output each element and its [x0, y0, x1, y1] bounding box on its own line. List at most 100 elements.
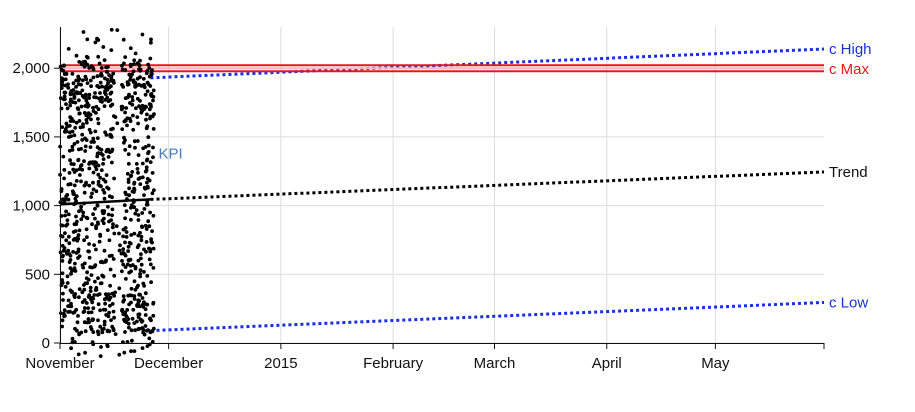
- kpi-point: [102, 196, 107, 201]
- kpi-point: [136, 258, 141, 263]
- series-labels: KPI Trend c High c Low c Max: [159, 41, 872, 311]
- kpi-point: [96, 163, 101, 168]
- kpi-point: [88, 78, 93, 83]
- kpi-point: [138, 58, 142, 63]
- kpi-point: [145, 157, 150, 162]
- kpi-point: [145, 302, 150, 307]
- kpi-point: [146, 151, 150, 156]
- kpi-point: [112, 315, 116, 320]
- kpi-point: [138, 230, 142, 235]
- kpi-point: [72, 133, 77, 138]
- kpi-point: [124, 277, 128, 281]
- kpi-point: [128, 74, 133, 79]
- kpi-point: [110, 207, 115, 212]
- kpi-point: [87, 255, 92, 260]
- kpi-point: [129, 349, 133, 353]
- kpi-point: [102, 248, 107, 253]
- kpi-point: [147, 336, 152, 341]
- kpi-point: [106, 204, 110, 209]
- kpi-point: [146, 82, 151, 86]
- kpi-point: [128, 257, 133, 262]
- kpi-point: [139, 252, 143, 256]
- kpi-point: [76, 107, 81, 112]
- kpi-point: [103, 301, 107, 306]
- kpi-point: [67, 171, 72, 175]
- kpi-point: [111, 71, 116, 76]
- kpi-point: [145, 69, 150, 73]
- kpi-point: [63, 97, 67, 101]
- kpi-point: [132, 180, 137, 185]
- kpi-point: [146, 328, 151, 332]
- kpi-point: [106, 212, 111, 217]
- kpi-point: [106, 81, 110, 86]
- x-tick-label: December: [134, 355, 203, 372]
- kpi-point: [74, 194, 79, 199]
- kpi-point: [84, 227, 89, 232]
- kpi-point: [73, 229, 78, 234]
- kpi-point: [85, 235, 89, 240]
- kpi-point: [67, 241, 72, 246]
- kpi-point: [136, 233, 141, 238]
- trend-projected-line: [150, 170, 825, 201]
- kpi-point: [134, 162, 139, 166]
- kpi-point: [99, 151, 103, 156]
- kpi-point: [94, 247, 98, 252]
- axes: 0 500 1,000 1,500 2,000 November December 2015 F…: [12, 27, 825, 372]
- kpi-point: [84, 276, 89, 281]
- kpi-point: [123, 148, 128, 152]
- kpi-point: [132, 294, 137, 298]
- kpi-point: [99, 259, 104, 264]
- kpi-point: [136, 312, 141, 317]
- kpi-point: [79, 104, 84, 109]
- kpi-point: [72, 340, 77, 344]
- kpi-point: [132, 349, 137, 353]
- kpi-point: [112, 273, 117, 278]
- kpi-point: [62, 168, 67, 172]
- kpi-point: [110, 302, 115, 306]
- kpi-point: [144, 165, 149, 170]
- kpi-point: [76, 236, 81, 241]
- kpi-point: [68, 103, 73, 108]
- kpi-point: [79, 179, 83, 184]
- kpi-point: [102, 209, 107, 213]
- kpi-point: [61, 154, 66, 159]
- kpi-point: [97, 183, 102, 188]
- kpi-point: [142, 207, 147, 211]
- kpi-point: [111, 309, 116, 314]
- kpi-point: [96, 172, 101, 177]
- kpi-point: [100, 100, 104, 104]
- kpi-point: [143, 291, 148, 296]
- kpi-point: [99, 168, 104, 173]
- kpi-point: [148, 247, 153, 252]
- kpi-point: [83, 329, 88, 334]
- kpi-point: [138, 293, 143, 297]
- kpi-point: [96, 107, 101, 112]
- kpi-point: [136, 121, 141, 126]
- kpi-point: [126, 161, 131, 166]
- kpi-point: [123, 330, 127, 334]
- kpi-point: [92, 243, 96, 248]
- kpi-point: [149, 37, 153, 42]
- kpi-point: [108, 283, 112, 288]
- trend-label: Trend: [829, 164, 868, 181]
- kpi-point: [62, 200, 67, 205]
- kpi-point: [109, 74, 114, 79]
- kpi-point: [74, 179, 79, 183]
- kpi-point: [60, 83, 65, 87]
- kpi-point: [151, 88, 156, 93]
- kpi-point: [149, 71, 154, 76]
- kpi-point: [142, 247, 146, 252]
- kpi-point: [64, 209, 68, 214]
- kpi-point: [106, 292, 111, 297]
- kpi-point: [127, 116, 132, 121]
- kpi-point: [72, 295, 77, 299]
- x-tick-label: 2015: [264, 355, 297, 372]
- kpi-point: [96, 329, 100, 334]
- kpi-point: [146, 135, 151, 140]
- kpi-point: [83, 182, 88, 187]
- x-tick-label: April: [592, 355, 622, 372]
- kpi-point: [136, 301, 141, 306]
- kpi-point: [84, 77, 89, 82]
- kpi-point: [61, 298, 65, 302]
- kpi-point: [85, 101, 90, 106]
